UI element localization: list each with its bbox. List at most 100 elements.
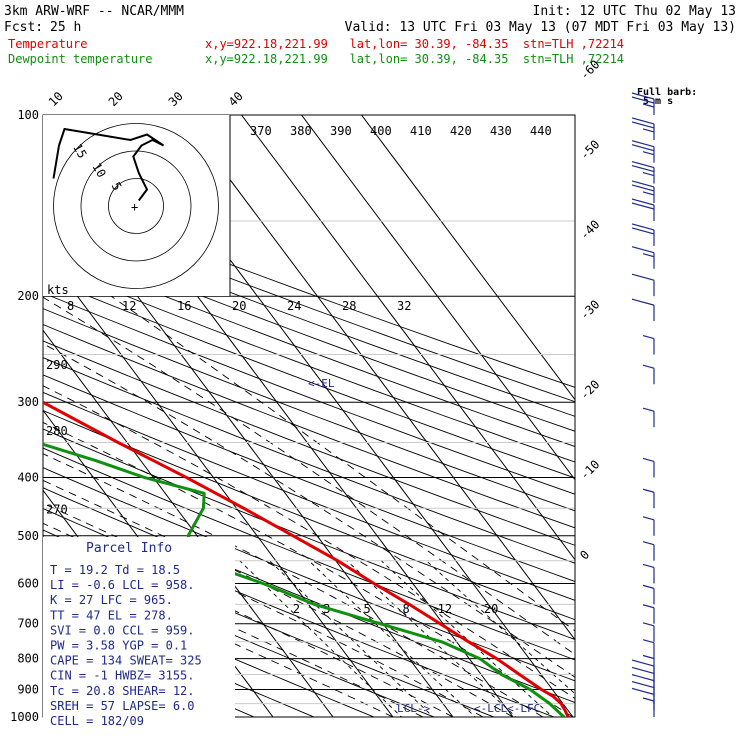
parcel-info-line: CAPE = 134 SWEAT= 325 xyxy=(50,654,202,668)
dry-adiabat-line xyxy=(43,428,575,640)
pressure-tick-label: 500 xyxy=(17,529,39,543)
parcel-info-title: Parcel Info xyxy=(86,541,172,556)
temperature-line xyxy=(43,400,570,717)
parcel-info-line: CELL = 182/09 xyxy=(50,714,144,728)
wind-barb xyxy=(631,180,655,203)
model-title: 3km ARW-WRF -- NCAR/MMM xyxy=(4,4,184,19)
parcel-info-box: Parcel Info T = 19.2 Td = 18.5LI = -0.6 … xyxy=(43,537,235,728)
hodograph-speed-label: 12 xyxy=(122,299,136,313)
dry-adiabat-line xyxy=(43,308,575,512)
hodograph-ring xyxy=(53,123,219,289)
wind-barb xyxy=(642,364,655,385)
hodograph-origin: + xyxy=(131,200,138,214)
wind-barb xyxy=(631,659,655,683)
pressure-tick-label: 400 xyxy=(17,470,39,484)
mixing-ratio-label: 8 xyxy=(403,602,410,616)
parcel-info-line: Tc = 20.8 SHEAR= 12. xyxy=(50,684,195,698)
hodograph-speed-label: 28 xyxy=(342,299,356,313)
dry-adiabat-line xyxy=(43,247,575,447)
dry-adiabat-line xyxy=(43,598,316,717)
el-marker: <-EL xyxy=(308,377,335,390)
dry-adiabat-line xyxy=(43,292,575,495)
wind-barb xyxy=(631,198,655,222)
theta-label: 290 xyxy=(46,358,68,372)
theta-e-label: 430 xyxy=(490,124,512,138)
dewpoint-legend-label: Dewpoint temperature xyxy=(8,52,153,66)
mixing-ratio-label: 12 xyxy=(438,602,452,616)
dry-adiabat-line xyxy=(43,219,575,417)
sounding-series xyxy=(43,400,570,717)
temperature-tick-label: -20 xyxy=(577,377,602,402)
theta-e-label: 400 xyxy=(370,124,392,138)
pressure-tick-label: 800 xyxy=(17,652,39,666)
hodograph-speed-label: 16 xyxy=(177,299,191,313)
wind-barb xyxy=(642,622,655,642)
isotherm-line xyxy=(181,115,575,641)
forecast-hour: 25 h xyxy=(50,20,81,35)
dry-adiabat-line xyxy=(43,357,575,564)
moist-adiabat-line xyxy=(43,556,394,717)
pressure-axis: 100 200 300 400 500 600 700 800 900 1000 xyxy=(10,108,39,724)
temperature-tick-label: -10 xyxy=(577,457,602,482)
hodograph-ring xyxy=(80,150,192,262)
hodograph-speed-label: 24 xyxy=(287,299,301,313)
isotherm-line xyxy=(43,249,394,717)
theta-e-label: 390 xyxy=(330,124,352,138)
mixing-ratio-label: 20 xyxy=(484,602,498,616)
wind-barb xyxy=(642,488,655,509)
isotherm-line xyxy=(241,115,575,561)
pressure-tick-label: 700 xyxy=(17,617,39,631)
dry-adiabat-line xyxy=(43,574,376,717)
pressure-tick-label: 1000 xyxy=(10,710,39,724)
dry-adiabat-line xyxy=(43,487,575,704)
parcel-info-line: TT = 47 EL = 278. xyxy=(50,608,173,622)
dewpoint-station-info: x,y=922.18,221.99 lat,lon= 30.39, -84.35… xyxy=(205,52,624,66)
hodograph-unit-label: kts xyxy=(47,283,69,297)
hodograph-ring xyxy=(108,178,164,234)
hodograph-background xyxy=(43,115,230,296)
parcel-info-line: SVI = 0.0 CCL = 959. xyxy=(50,623,195,637)
theta-e-label: 440 xyxy=(530,124,552,138)
theta-e-label: 420 xyxy=(450,124,472,138)
plot-frame xyxy=(42,114,576,718)
temperature-tick-label: 10 xyxy=(46,89,66,109)
wind-barb xyxy=(631,298,655,322)
wind-barb xyxy=(642,407,655,428)
hodograph-trace xyxy=(52,127,165,202)
temperature-tick-label: 20 xyxy=(106,89,126,109)
dry-adiabat-line xyxy=(43,409,575,621)
dry-adiabat-lines xyxy=(43,191,575,717)
wind-barb xyxy=(631,140,655,163)
barb-key-title: Full barb: xyxy=(637,87,697,98)
wind-barb xyxy=(642,639,655,659)
wind-barb xyxy=(642,584,655,605)
dry-adiabat-line xyxy=(43,205,575,403)
valid-time: Valid: 13 UTC Fri 03 May 13 (07 MDT Fri … xyxy=(345,20,736,35)
wind-barb xyxy=(642,563,655,584)
wind-barb xyxy=(631,273,655,297)
wind-barb xyxy=(631,92,655,115)
dry-adiabat-line xyxy=(43,391,575,601)
temperature-tick-label: -40 xyxy=(577,217,602,242)
hodograph-speed-label: 8 xyxy=(67,299,74,313)
hodograph-ring-label: 15 xyxy=(70,141,89,161)
parcel-info-line: T = 19.2 Td = 18.5 xyxy=(50,563,180,577)
temperature-tick-label: -50 xyxy=(577,137,602,162)
theta-e-label: 370 xyxy=(250,124,272,138)
dry-adiabat-line xyxy=(43,262,575,463)
dry-adiabat-line xyxy=(43,467,575,682)
wind-barb xyxy=(631,246,655,269)
theta-label: 280 xyxy=(46,424,68,438)
wind-barb xyxy=(631,117,655,140)
hodograph-speed-label: 32 xyxy=(397,299,411,313)
dewpoint-line xyxy=(43,442,566,717)
dry-adiabat-line xyxy=(43,340,575,546)
temperature-tick-label: -30 xyxy=(577,297,602,322)
lcl-marker: LCL-> xyxy=(397,702,430,715)
theta-e-label: 380 xyxy=(290,124,312,138)
dry-adiabat-line xyxy=(43,277,575,479)
pressure-tick-label: 100 xyxy=(17,108,39,122)
temperature-legend-label: Temperature xyxy=(8,37,87,51)
